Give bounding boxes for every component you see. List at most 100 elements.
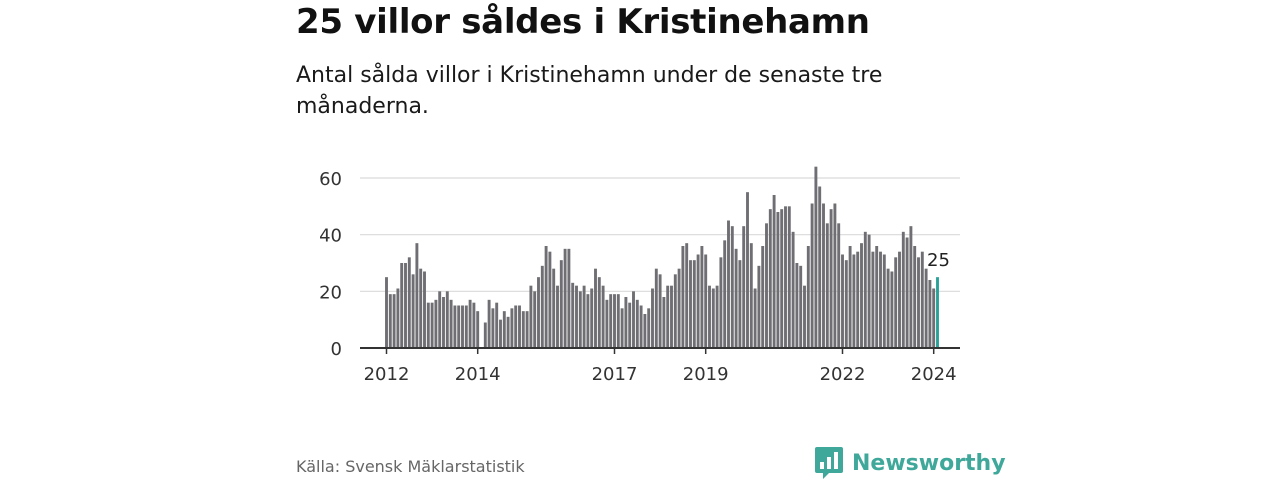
bar: [411, 274, 415, 348]
bar: [692, 260, 696, 348]
chart-title: 25 villor såldes i Kristinehamn: [296, 2, 870, 42]
bar: [746, 192, 749, 348]
bar: [586, 294, 590, 348]
axes: [360, 347, 960, 354]
bar: [385, 277, 388, 348]
bar: [765, 223, 768, 348]
x-tick-label: 2024: [911, 364, 957, 385]
bar: [483, 322, 487, 348]
bar: [734, 248, 738, 348]
bar: [727, 220, 730, 348]
brand-name: Newsworthy: [852, 450, 1006, 476]
bar: [696, 254, 700, 348]
newsworthy-logo[interactable]: Newsworthy: [814, 446, 1006, 480]
bar: [400, 263, 404, 348]
bar: [799, 265, 803, 348]
bar: [487, 299, 491, 348]
bar: [643, 314, 647, 348]
bar: [426, 302, 430, 348]
bar: [651, 288, 654, 348]
bar: [749, 243, 753, 348]
bar: [666, 285, 670, 348]
bar: [495, 302, 499, 348]
x-tick-label: 2012: [364, 364, 410, 385]
bar: [575, 285, 578, 348]
bar: [901, 231, 905, 348]
bar: [419, 268, 423, 348]
bar: [871, 251, 875, 348]
y-tick-label: 60: [319, 169, 342, 190]
bar: [932, 288, 936, 348]
bar: [548, 251, 552, 348]
bar: [753, 288, 757, 348]
bar: [898, 251, 901, 348]
bar: [810, 203, 814, 348]
bar: [582, 285, 586, 348]
bar: [730, 226, 734, 348]
bar: [609, 294, 613, 348]
bar: [670, 285, 673, 348]
bar: [681, 246, 685, 348]
bar: [882, 254, 886, 348]
bar: [559, 260, 563, 348]
bar: [860, 243, 863, 348]
bar: [704, 254, 708, 348]
bars: [385, 166, 939, 348]
bar: [594, 268, 597, 348]
bar: [928, 280, 932, 348]
bar: [742, 226, 746, 348]
bar: [863, 231, 867, 348]
bar: [814, 166, 818, 348]
bar: [396, 288, 400, 348]
bar: [806, 246, 810, 348]
bar: [761, 246, 765, 348]
bar: [476, 311, 480, 348]
chart-subtitle: Antal sålda villor i Kristinehamn under …: [296, 63, 883, 119]
bar: [464, 305, 468, 348]
bar: [837, 223, 841, 348]
bar: [647, 308, 651, 348]
bar: [875, 246, 879, 348]
bar: [715, 285, 719, 348]
x-tick-label: 2019: [683, 364, 729, 385]
bar: [920, 251, 924, 348]
bar: [434, 299, 438, 348]
bar: [571, 282, 575, 348]
bar: [711, 288, 715, 348]
bar: [886, 268, 890, 348]
bar: [833, 203, 837, 348]
x-tick-label: 2022: [820, 364, 866, 385]
bar: [404, 263, 407, 348]
bar: [590, 288, 594, 348]
bar: [430, 302, 434, 348]
bar: [445, 291, 449, 348]
bar: [502, 311, 506, 348]
bar: [632, 291, 635, 348]
bar: [635, 299, 639, 348]
bar: [784, 206, 787, 348]
bar: [438, 291, 442, 348]
bar: [449, 299, 453, 348]
bar: [894, 257, 898, 348]
bar: [552, 268, 556, 348]
bar: [776, 212, 780, 348]
bar: [453, 305, 457, 348]
bar: [514, 305, 518, 348]
bar: [787, 206, 791, 348]
bar: [578, 291, 582, 348]
bar: [689, 260, 692, 348]
highlight-value-label: 25: [927, 250, 950, 271]
bar: [829, 209, 833, 348]
bar: [856, 251, 860, 348]
bar: [472, 302, 476, 348]
bar: [605, 299, 609, 348]
bar: [468, 299, 472, 348]
bar: [654, 268, 658, 348]
y-tick-label: 40: [319, 226, 342, 247]
bar: [518, 305, 521, 348]
bar: [738, 260, 742, 348]
bar: [537, 277, 540, 348]
bar: [795, 263, 799, 348]
bar: [780, 209, 784, 348]
bar: [506, 316, 510, 348]
